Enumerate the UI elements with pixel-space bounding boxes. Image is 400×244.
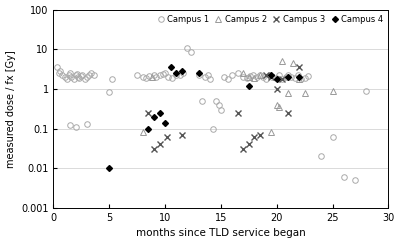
Campus 4 <box>269 74 274 77</box>
Campus 3 <box>263 74 268 77</box>
Campus 2 <box>330 89 335 92</box>
Campus 2 <box>276 106 281 109</box>
Campus 1 <box>364 89 368 92</box>
Campus 3 <box>180 133 184 136</box>
Campus 4 <box>196 72 201 75</box>
Campus 2 <box>252 76 257 79</box>
Campus 1 <box>299 77 304 80</box>
Campus 2 <box>246 76 251 79</box>
Campus 4 <box>107 167 112 170</box>
Campus 1 <box>185 47 190 50</box>
Campus 4 <box>297 76 302 79</box>
Campus 2 <box>286 91 290 94</box>
Campus 3 <box>235 111 240 114</box>
Campus 1 <box>222 76 227 79</box>
Y-axis label: measured dose / fx [Gy]: measured dose / fx [Gy] <box>6 50 16 168</box>
Line: Campus 3: Campus 3 <box>146 65 302 152</box>
Campus 3 <box>269 76 274 79</box>
Campus 1 <box>54 66 59 69</box>
Campus 3 <box>258 133 262 136</box>
Campus 2 <box>274 103 279 106</box>
Campus 4 <box>180 70 184 73</box>
Campus 4 <box>168 66 173 69</box>
Line: Campus 2: Campus 2 <box>140 58 335 135</box>
Campus 1 <box>276 74 281 77</box>
Campus 4 <box>274 77 279 80</box>
Campus 3 <box>286 111 290 114</box>
Campus 4 <box>174 72 179 75</box>
Campus 1 <box>289 76 294 79</box>
Campus 3 <box>252 136 257 139</box>
Line: Campus 4: Campus 4 <box>107 65 301 170</box>
Campus 3 <box>157 143 162 146</box>
Legend: Campus 1, Campus 2, Campus 3, Campus 4: Campus 1, Campus 2, Campus 3, Campus 4 <box>152 11 387 27</box>
X-axis label: months since TLD service began: months since TLD service began <box>136 228 306 238</box>
Campus 4 <box>163 121 168 124</box>
Campus 4 <box>157 111 162 114</box>
Campus 2 <box>140 131 145 134</box>
Campus 1 <box>258 74 262 77</box>
Campus 3 <box>280 77 285 80</box>
Campus 3 <box>165 136 170 139</box>
Campus 2 <box>149 76 154 79</box>
Campus 1 <box>352 179 357 182</box>
Campus 3 <box>274 88 279 91</box>
Campus 4 <box>286 76 290 79</box>
Campus 4 <box>146 127 151 130</box>
Campus 2 <box>280 60 285 63</box>
Campus 3 <box>241 148 246 151</box>
Campus 4 <box>152 115 156 118</box>
Line: Campus 1: Campus 1 <box>54 46 369 183</box>
Campus 1 <box>205 73 210 76</box>
Campus 2 <box>291 61 296 64</box>
Campus 2 <box>297 77 302 80</box>
Campus 2 <box>241 72 246 75</box>
Campus 3 <box>152 148 156 151</box>
Campus 2 <box>258 73 262 76</box>
Campus 3 <box>246 143 251 146</box>
Campus 2 <box>302 91 307 94</box>
Campus 3 <box>146 111 151 114</box>
Campus 4 <box>246 84 251 87</box>
Campus 2 <box>269 131 274 134</box>
Campus 3 <box>297 66 302 69</box>
